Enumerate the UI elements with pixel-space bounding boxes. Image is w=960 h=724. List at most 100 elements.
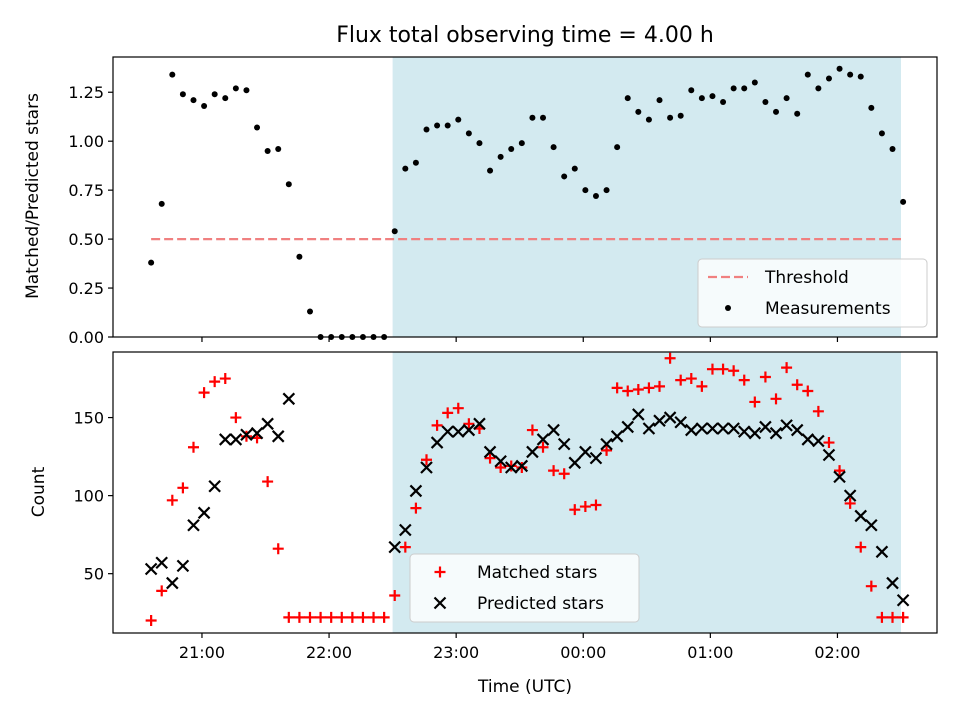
data-point xyxy=(568,456,582,470)
data-point xyxy=(229,433,243,446)
data-point xyxy=(219,373,231,385)
data-point xyxy=(812,434,825,448)
y-tick-label: 0.75 xyxy=(68,181,104,200)
data-point xyxy=(656,97,663,104)
data-point xyxy=(156,585,168,597)
data-point xyxy=(536,433,550,446)
data-point xyxy=(836,65,843,72)
data-point xyxy=(230,412,242,424)
data-point xyxy=(812,405,824,417)
data-point xyxy=(315,611,327,623)
data-point xyxy=(685,423,698,437)
data-point xyxy=(240,428,253,442)
data-point xyxy=(730,85,737,92)
legend-box xyxy=(409,553,640,623)
data-point xyxy=(762,99,769,106)
x-tick-label: 23:00 xyxy=(433,643,479,662)
data-point xyxy=(582,187,589,194)
data-point xyxy=(430,436,444,449)
data-point xyxy=(833,470,846,484)
data-point xyxy=(451,425,465,438)
data-point xyxy=(283,611,295,623)
data-point xyxy=(145,615,157,627)
legend-label: Threshold xyxy=(764,268,849,288)
data-point xyxy=(158,200,165,207)
data-point xyxy=(296,253,303,260)
data-point xyxy=(537,441,549,453)
top-y-axis-label: Matched/Predicted stars xyxy=(23,93,43,299)
data-point xyxy=(622,385,634,397)
data-point xyxy=(187,519,200,532)
legend-swatch-x xyxy=(433,596,447,610)
data-point xyxy=(728,365,740,377)
data-point xyxy=(611,382,623,394)
legend-box xyxy=(697,258,928,328)
data-point xyxy=(476,140,483,147)
data-point xyxy=(696,380,708,392)
data-point xyxy=(780,419,793,432)
data-point xyxy=(878,130,885,137)
data-point xyxy=(166,494,178,506)
data-point xyxy=(667,114,674,121)
data-point xyxy=(232,85,239,92)
data-point xyxy=(589,451,603,465)
data-point xyxy=(897,611,909,623)
data-point xyxy=(391,228,398,235)
y-tick-label: 150 xyxy=(73,409,104,428)
data-point xyxy=(748,426,762,440)
data-point xyxy=(550,144,557,151)
data-point xyxy=(505,460,517,472)
data-point xyxy=(399,523,412,537)
data-point xyxy=(823,437,835,449)
plot-frame xyxy=(112,351,938,634)
data-point xyxy=(801,433,815,446)
data-point xyxy=(144,562,158,576)
data-point xyxy=(889,146,896,153)
data-point xyxy=(494,455,507,468)
data-point xyxy=(409,484,423,498)
data-point xyxy=(547,423,560,437)
data-point xyxy=(896,593,910,607)
data-point xyxy=(865,580,877,592)
data-point xyxy=(854,509,868,523)
data-point xyxy=(822,448,836,462)
data-point xyxy=(209,376,221,388)
data-point xyxy=(876,611,888,623)
data-point xyxy=(709,93,716,100)
data-point xyxy=(208,479,221,493)
data-point xyxy=(452,402,464,414)
data-point xyxy=(804,71,811,78)
data-point xyxy=(148,259,155,266)
data-point xyxy=(378,611,390,623)
data-point xyxy=(412,159,419,166)
legend-label: Matched stars xyxy=(477,563,597,583)
data-point xyxy=(614,144,621,151)
data-point xyxy=(285,181,292,188)
data-point xyxy=(462,423,476,437)
x-axis-label: Time (UTC) xyxy=(477,677,572,697)
legend-label: Predicted stars xyxy=(477,594,604,614)
data-point xyxy=(155,556,168,570)
bottom-y-axis-label: Count xyxy=(29,466,49,517)
data-point xyxy=(444,122,451,129)
data-point xyxy=(790,423,804,437)
data-point xyxy=(770,393,782,405)
data-point xyxy=(306,308,313,315)
data-point xyxy=(561,173,568,180)
data-point xyxy=(166,576,179,590)
y-tick-label: 100 xyxy=(73,487,104,506)
legend-swatch-dot xyxy=(725,305,731,311)
data-point xyxy=(254,124,261,131)
data-point xyxy=(802,385,814,397)
data-point xyxy=(442,407,454,419)
data-point xyxy=(654,380,666,392)
y-tick-label: 0.00 xyxy=(68,328,104,347)
data-point xyxy=(579,501,591,513)
x-tick-label: 02:00 xyxy=(814,643,860,662)
x-tick-label: 21:00 xyxy=(179,643,225,662)
data-point xyxy=(557,437,571,451)
data-point xyxy=(727,422,740,435)
data-point xyxy=(695,422,709,435)
data-point xyxy=(272,543,284,555)
